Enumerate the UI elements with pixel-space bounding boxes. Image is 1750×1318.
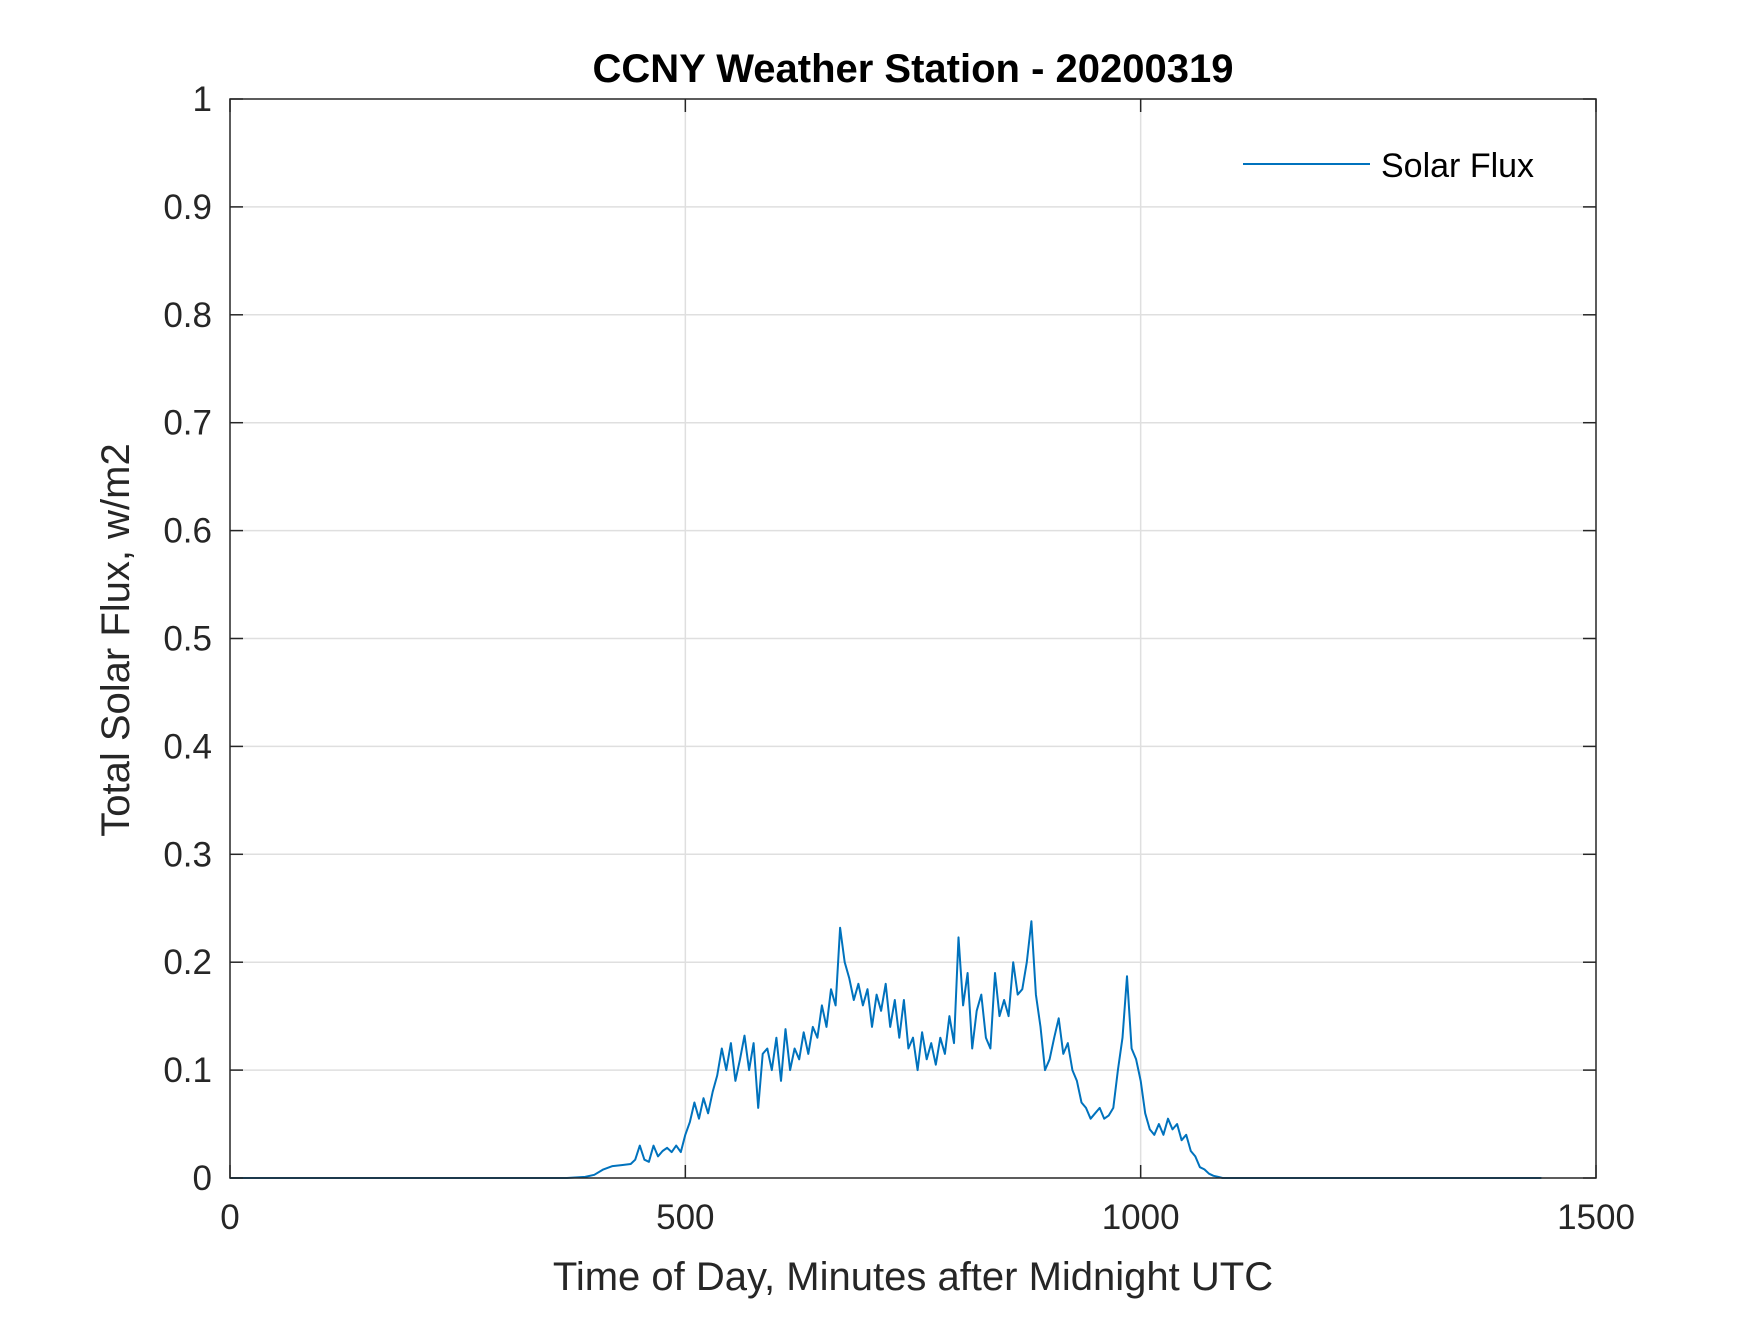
y-tick-label: 0.3	[163, 835, 212, 874]
y-tick-label: 0.9	[163, 188, 212, 227]
y-tick-label: 0.1	[163, 1051, 212, 1090]
legend-label-solar-flux: Solar Flux	[1381, 147, 1534, 185]
x-tick-label: 1000	[1102, 1198, 1180, 1237]
y-tick-label: 0.2	[163, 943, 212, 982]
tick-marks	[229, 98, 1597, 1179]
y-tick-label: 0.5	[163, 620, 212, 659]
chart-title: CCNY Weather Station - 20200319	[593, 47, 1234, 91]
y-tick-label: 0.4	[163, 727, 212, 766]
y-tick-label: 0.7	[163, 404, 212, 443]
x-tick-label: 0	[220, 1198, 239, 1237]
x-axis-label: Time of Day, Minutes after Midnight UTC	[553, 1255, 1273, 1299]
y-tick-label: 0	[193, 1159, 212, 1198]
grid-lines	[230, 99, 1596, 1178]
x-tick-labels: 0 500 1000 1500	[220, 1198, 1635, 1237]
series-line-solar-flux	[230, 920, 1542, 1179]
x-tick-label: 1500	[1557, 1198, 1635, 1237]
series-layer	[230, 920, 1542, 1179]
y-tick-label: 0.8	[163, 296, 212, 335]
y-tick-label: 0.6	[163, 512, 212, 551]
y-tick-label: 1	[193, 80, 212, 119]
y-tick-labels: 0 0.1 0.2 0.3 0.4 0.5 0.6 0.7 0.8 0.9 1	[163, 80, 212, 1198]
x-tick-label: 500	[656, 1198, 714, 1237]
legend: Solar Flux	[1243, 147, 1534, 185]
y-axis-label: Total Solar Flux, w/m2	[94, 443, 138, 836]
